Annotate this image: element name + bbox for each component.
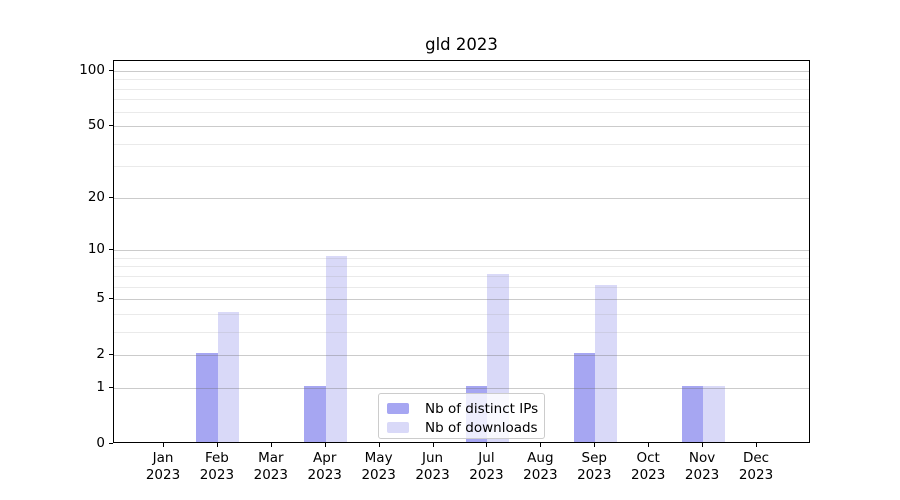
x-tick-sep bbox=[594, 443, 596, 447]
minor-gridline-7 bbox=[114, 275, 809, 277]
legend-item-downloads: Nb of downloads bbox=[387, 418, 544, 437]
major-gridline-5 bbox=[114, 299, 809, 301]
y-tick-10 bbox=[109, 249, 113, 251]
y-tick-label-0: 0 bbox=[96, 435, 105, 451]
x-tick-may bbox=[378, 443, 380, 447]
x-tick-jan bbox=[163, 443, 164, 447]
minor-gridline-90 bbox=[114, 79, 809, 81]
x-tick-label-feb: Feb 2023 bbox=[199, 450, 235, 483]
y-tick-0 bbox=[109, 443, 113, 444]
x-tick-apr bbox=[324, 443, 326, 447]
x-tick-aug bbox=[540, 443, 542, 447]
x-tick-jun bbox=[432, 443, 434, 447]
major-gridline-20 bbox=[114, 197, 809, 199]
x-tick-label-may: May 2023 bbox=[361, 450, 396, 483]
y-tick-label-50: 50 bbox=[87, 117, 105, 134]
x-tick-label-jul: Jul 2023 bbox=[469, 450, 504, 483]
bar-sep-s1 bbox=[595, 284, 617, 442]
x-tick-label-jun: Jun 2023 bbox=[415, 450, 450, 483]
bar-apr-s0 bbox=[304, 385, 326, 442]
x-tick-jul bbox=[486, 443, 488, 447]
bar-feb-s1 bbox=[217, 311, 240, 442]
y-tick-5 bbox=[109, 298, 113, 300]
major-gridline-50 bbox=[114, 126, 809, 128]
minor-gridline-30 bbox=[114, 166, 809, 168]
x-tick-label-mar: Mar 2023 bbox=[253, 450, 288, 483]
y-tick-1 bbox=[109, 386, 113, 388]
x-tick-label-dec: Dec 2023 bbox=[738, 450, 774, 483]
x-tick-feb bbox=[216, 443, 218, 447]
x-tick-label-apr: Apr 2023 bbox=[307, 450, 342, 483]
y-tick-2 bbox=[109, 354, 113, 356]
minor-gridline-60 bbox=[114, 111, 809, 113]
bar-nov-s0 bbox=[681, 385, 704, 442]
x-tick-mar bbox=[270, 443, 272, 447]
legend-swatch-distinct-ips bbox=[387, 403, 409, 414]
y-tick-label-10: 10 bbox=[87, 241, 105, 258]
x-tick-label-aug: Aug 2023 bbox=[523, 450, 558, 483]
bar-feb-s0 bbox=[196, 353, 218, 442]
y-tick-label-1: 1 bbox=[96, 378, 105, 395]
bar-nov-s1 bbox=[703, 385, 725, 442]
major-gridline-1 bbox=[114, 387, 809, 389]
x-tick-label-oct: Oct 2023 bbox=[630, 450, 666, 483]
major-gridline-2 bbox=[114, 355, 809, 357]
legend-item-distinct-ips: Nb of distinct IPs bbox=[387, 399, 544, 418]
legend-swatch-downloads bbox=[387, 422, 409, 433]
legend-label-downloads: Nb of downloads bbox=[425, 419, 538, 436]
minor-gridline-3 bbox=[114, 331, 809, 333]
major-gridline-100 bbox=[114, 70, 809, 72]
minor-gridline-9 bbox=[114, 257, 809, 259]
bar-sep-s0 bbox=[573, 353, 596, 442]
y-tick-50 bbox=[109, 125, 113, 127]
legend: Nb of distinct IPs Nb of downloads bbox=[378, 393, 545, 439]
minor-gridline-40 bbox=[114, 143, 809, 145]
legend-label-distinct-ips: Nb of distinct IPs bbox=[425, 400, 539, 417]
major-gridline-10 bbox=[114, 250, 809, 252]
x-tick-label-jan: Jan 2023 bbox=[145, 450, 181, 483]
minor-gridline-4 bbox=[114, 313, 809, 315]
x-tick-oct bbox=[648, 443, 650, 447]
minor-gridline-6 bbox=[114, 286, 809, 288]
x-tick-label-nov: Nov 2023 bbox=[684, 450, 720, 483]
x-tick-label-sep: Sep 2023 bbox=[577, 450, 612, 483]
y-tick-label-2: 2 bbox=[96, 346, 105, 363]
y-tick-100 bbox=[109, 69, 113, 71]
y-tick-label-20: 20 bbox=[87, 188, 105, 205]
y-tick-label-100: 100 bbox=[79, 61, 105, 78]
minor-gridline-70 bbox=[114, 99, 809, 101]
minor-gridline-80 bbox=[114, 88, 809, 90]
plot-area: Nb of distinct IPs Nb of downloads bbox=[113, 60, 810, 443]
chart-title: gld 2023 bbox=[425, 35, 498, 54]
minor-gridline-8 bbox=[114, 266, 809, 268]
x-tick-nov bbox=[702, 443, 704, 447]
x-tick-dec bbox=[756, 443, 757, 447]
bar-apr-s1 bbox=[325, 255, 348, 442]
y-tick-20 bbox=[109, 196, 113, 198]
y-tick-label-5: 5 bbox=[96, 290, 105, 307]
